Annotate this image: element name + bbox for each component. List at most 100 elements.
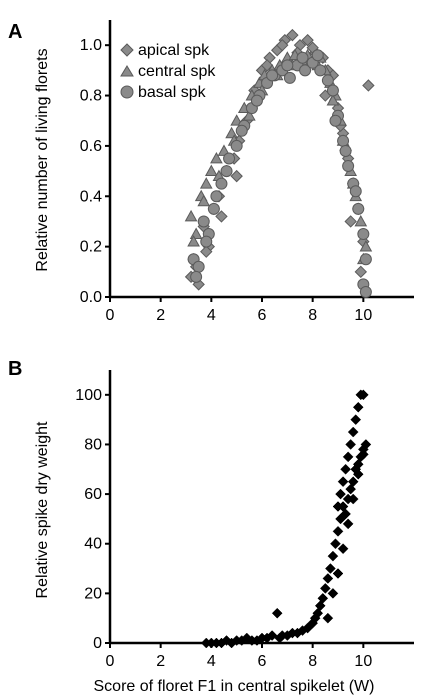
x-tick-label: 2 — [156, 307, 165, 324]
y-tick-label: 1.0 — [80, 37, 102, 54]
data-point-central-spk — [187, 235, 200, 247]
data-point-basal-spk — [329, 114, 342, 127]
data-point-basal-spk — [359, 253, 372, 266]
panel-a-y-axis-title: Relative number of living florets — [34, 48, 51, 271]
data-point-series — [350, 414, 362, 425]
data-point-basal-spk — [200, 235, 213, 248]
data-point-apical-spk — [260, 59, 274, 72]
panel-b-y-axis-title: Relative spike dry weight — [34, 421, 51, 599]
data-point-basal-spk — [342, 160, 355, 173]
y-tick-label: 20 — [84, 585, 102, 602]
data-point-basal-spk — [349, 185, 362, 198]
y-tick-label: 100 — [75, 387, 102, 404]
data-point-basal-spk — [250, 94, 263, 107]
data-point-central-spk — [204, 164, 218, 176]
data-point-series — [357, 389, 369, 401]
y-tick-label: 40 — [84, 536, 102, 553]
panel-a-tick-labels: 0.0 0.2 0.4 0.6 0.8 1.0 0 2 4 6 8 10 — [80, 37, 373, 324]
x-tick-label: 6 — [258, 307, 267, 324]
legend-apical-marker — [120, 43, 134, 57]
legend-central-label: central spk — [138, 63, 216, 80]
x-tick-label: 8 — [308, 307, 317, 324]
data-point-apical-spk — [362, 79, 375, 92]
data-point-basal-spk — [210, 190, 223, 203]
data-point-central-spk — [225, 126, 238, 139]
data-point-central-spk — [359, 240, 373, 252]
data-point-basal-spk — [215, 177, 228, 190]
data-point-basal-spk — [299, 64, 312, 77]
data-point-basal-spk — [235, 124, 248, 137]
data-point-apical-spk — [200, 245, 213, 258]
panel-b: Relative spike dry weight Score of flore… — [34, 370, 414, 695]
y-tick-label: 60 — [84, 486, 102, 503]
data-point-basal-spk — [192, 260, 205, 273]
data-point-series — [325, 563, 336, 574]
data-point-basal-spk — [281, 59, 294, 72]
x-tick-label: 0 — [106, 653, 115, 670]
data-point-series — [347, 493, 359, 505]
data-point-basal-spk — [266, 69, 279, 82]
x-tick-label: 8 — [308, 653, 317, 670]
x-tick-label: 0 — [106, 307, 115, 324]
panel-b-tick-labels: 0 20 40 60 80 100 0 2 4 6 8 10 — [75, 387, 372, 670]
data-point-central-spk — [197, 194, 211, 207]
data-point-series — [271, 607, 283, 619]
data-point-basal-spk — [197, 215, 210, 228]
data-point-apical-spk — [230, 169, 243, 183]
y-tick-label: 0.0 — [80, 289, 102, 306]
data-point-apical-spk — [354, 265, 368, 279]
data-point-series — [327, 588, 339, 599]
data-point-series — [337, 476, 349, 488]
data-point-series — [357, 449, 369, 460]
data-point-series — [322, 573, 334, 584]
data-point-series — [352, 401, 364, 413]
y-tick-label: 0.6 — [80, 138, 102, 155]
data-point-basal-spk — [223, 152, 236, 165]
data-point-apical-spk — [344, 215, 357, 228]
y-tick-label: 0.2 — [80, 239, 102, 256]
data-point-basal-spk — [352, 202, 365, 215]
data-point-basal-spk — [190, 270, 203, 283]
data-point-series — [314, 600, 326, 612]
y-tick-label: 80 — [84, 436, 102, 453]
panel-a-data-points — [184, 28, 375, 298]
x-tick-label: 10 — [354, 653, 372, 670]
data-point-series — [317, 592, 329, 604]
data-point-series — [352, 468, 364, 480]
data-point-basal-spk — [326, 84, 339, 97]
panel-a: Relative number of living florets 0.0 0.2… — [34, 20, 414, 324]
data-point-series — [337, 543, 349, 555]
data-point-series — [347, 476, 359, 488]
data-point-series — [347, 426, 359, 438]
data-point-basal-spk — [359, 285, 372, 298]
legend-apical-label: apical spk — [138, 42, 210, 59]
data-point-series — [335, 488, 346, 500]
data-point-basal-spk — [230, 139, 243, 152]
data-point-apical-spk — [286, 28, 299, 42]
data-point-series — [332, 525, 344, 537]
data-point-series — [345, 439, 357, 450]
data-point-series — [332, 568, 344, 579]
data-point-central-spk — [326, 94, 340, 106]
data-point-series — [345, 483, 357, 495]
data-point-series — [322, 612, 334, 624]
data-point-basal-spk — [207, 202, 220, 215]
x-tick-label: 2 — [156, 653, 165, 670]
data-point-central-spk — [189, 227, 203, 239]
data-point-central-spk — [242, 109, 256, 121]
data-point-series — [342, 451, 354, 463]
data-point-apical-spk — [276, 38, 289, 52]
data-point-basal-spk — [339, 144, 352, 157]
y-tick-label: 0.4 — [80, 188, 102, 205]
y-tick-label: 0.8 — [80, 88, 102, 105]
panel-a-letter: A — [8, 21, 22, 43]
panel-b-letter: B — [8, 358, 22, 380]
data-point-series — [360, 439, 372, 450]
panel-b-x-axis-title: Score of floret F1 in central spikelet (… — [94, 678, 375, 695]
x-tick-label: 4 — [207, 307, 216, 324]
data-point-basal-spk — [220, 165, 233, 178]
data-point-series — [340, 463, 351, 475]
data-point-basal-spk — [314, 64, 327, 77]
x-tick-label: 4 — [207, 653, 216, 670]
